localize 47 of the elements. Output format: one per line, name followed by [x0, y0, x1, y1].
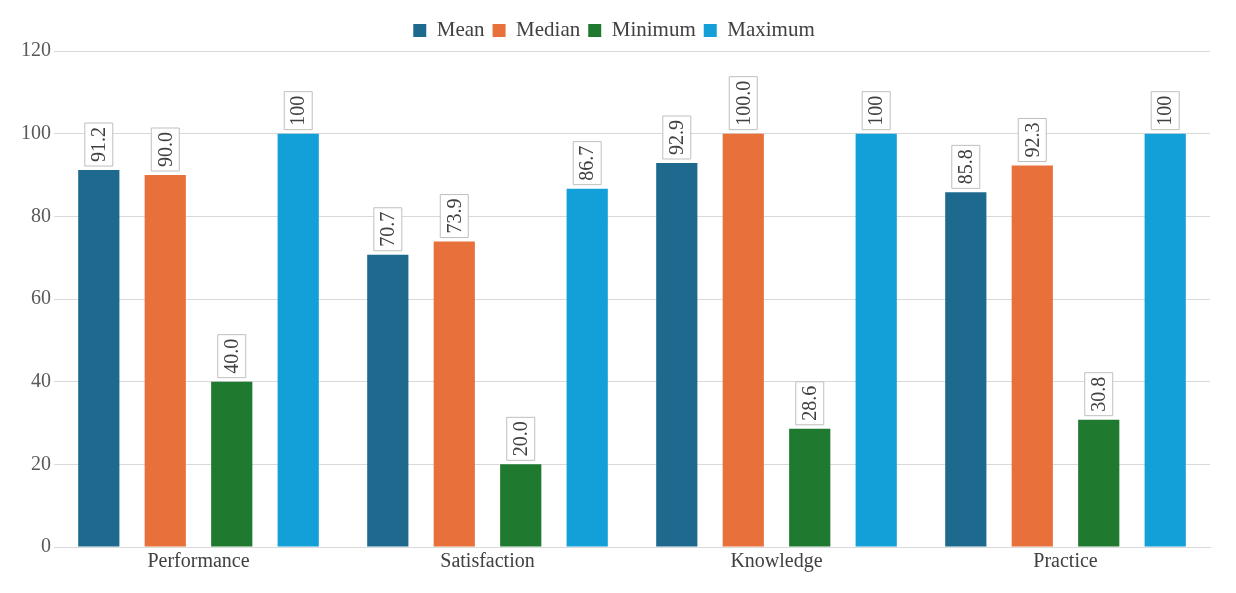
bar — [1078, 419, 1120, 547]
data-label: 100 — [864, 95, 887, 126]
bar — [211, 381, 253, 547]
bar — [656, 163, 698, 547]
y-tick-label: 120 — [21, 38, 51, 61]
y-tick-label: 0 — [41, 534, 51, 557]
bar — [367, 254, 409, 547]
bar — [945, 192, 987, 547]
data-label: 73.9 — [442, 198, 465, 234]
data-label: 85.8 — [954, 149, 977, 185]
y-tick-label: 80 — [31, 203, 51, 226]
bar — [566, 188, 608, 547]
x-tick-label: Knowledge — [730, 549, 823, 573]
bar — [433, 241, 475, 547]
data-label: 100 — [1153, 95, 1176, 126]
data-label: 40.0 — [219, 338, 242, 374]
data-label: 70.7 — [376, 211, 399, 247]
bar — [144, 175, 186, 547]
x-tick-label: Practice — [1033, 549, 1098, 572]
legend-label: Mean — [436, 17, 486, 42]
legend-label: Minimum — [611, 17, 696, 42]
y-tick-label: 20 — [31, 451, 51, 474]
x-tick-label: Performance — [147, 549, 250, 572]
bar — [789, 428, 831, 547]
bar — [78, 170, 120, 547]
bar — [722, 133, 764, 547]
data-label: 28.6 — [797, 385, 820, 421]
data-label: 92.9 — [665, 120, 688, 156]
x-tick-label: Satisfaction — [440, 549, 535, 572]
bar — [500, 464, 542, 547]
y-tick-label: 40 — [31, 368, 51, 391]
data-label: 20.0 — [508, 421, 531, 457]
bar — [1011, 165, 1053, 547]
y-tick-label: 100 — [21, 120, 51, 143]
data-label: 92.3 — [1020, 122, 1043, 158]
data-label: 86.7 — [575, 145, 598, 181]
y-tick-label: 60 — [31, 286, 51, 309]
legend-label: Median — [516, 17, 581, 42]
data-label: 100 — [286, 95, 309, 126]
data-label: 90.0 — [153, 132, 176, 167]
bar — [855, 133, 897, 547]
data-label: 100.0 — [731, 80, 754, 126]
bar — [1144, 133, 1186, 547]
data-label: 30.8 — [1086, 376, 1109, 412]
legend-label: Maximum — [727, 17, 815, 42]
bar — [277, 133, 319, 547]
data-label: 91.2 — [87, 127, 110, 163]
